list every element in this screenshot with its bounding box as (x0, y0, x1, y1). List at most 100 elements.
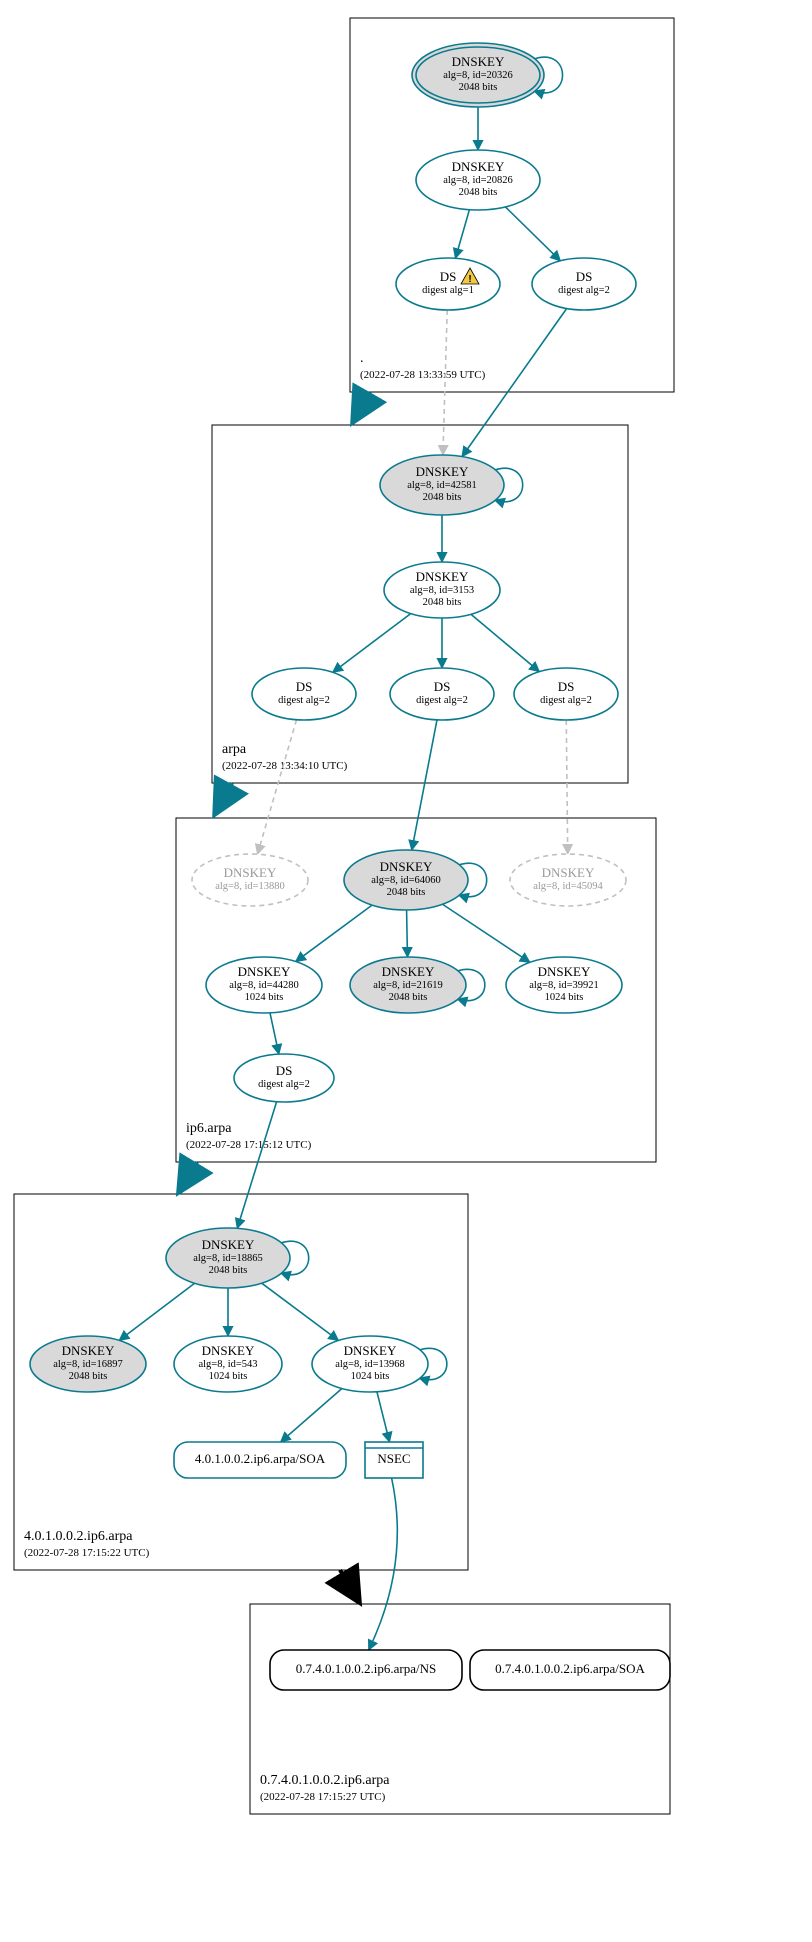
node-z4_dn_l: DNSKEYalg=8, id=168972048 bits (30, 1336, 146, 1392)
node-arpa_ds_r: DSdigest alg=2 (514, 668, 618, 720)
dnssec-diagram: . (2022-07-28 13:33:59 UTC) arpa (2022-07-2… (0, 0, 812, 1942)
edge (369, 1478, 398, 1650)
node-text: alg=8, id=16897 (53, 1359, 123, 1370)
node-root_ksk: DNSKEYalg=8, id=203262048 bits (412, 43, 544, 107)
node-text: 2048 bits (209, 1265, 248, 1276)
edge (443, 310, 447, 455)
node-text: DNSKEY (416, 569, 469, 584)
node-text: digest alg=2 (558, 285, 610, 296)
node-text: NSEC (377, 1451, 410, 1466)
node-text: DNSKEY (224, 865, 277, 880)
node-ip6_zsk_c: DNSKEYalg=8, id=216192048 bits (350, 957, 466, 1013)
node-text: 1024 bits (351, 1371, 390, 1382)
node-text: DS (558, 679, 575, 694)
node-z7_soa: 0.7.4.0.1.0.0.2.ip6.arpa/SOA (470, 1650, 670, 1690)
svg-text:!: ! (468, 274, 471, 285)
edge (455, 210, 469, 259)
node-text: digest alg=2 (416, 695, 468, 706)
node-ip6_ksk: DNSKEYalg=8, id=640602048 bits (344, 850, 468, 910)
node-text: DS (576, 269, 593, 284)
node-z4_dn_r: DNSKEYalg=8, id=139681024 bits (312, 1336, 428, 1392)
zone-label: arpa (222, 742, 247, 757)
node-text: alg=8, id=543 (198, 1359, 257, 1370)
node-text: DS (296, 679, 313, 694)
node-text: alg=8, id=18865 (193, 1253, 263, 1264)
node-text: DNSKEY (382, 964, 435, 979)
edge (257, 720, 296, 854)
node-text: DNSKEY (62, 1343, 115, 1358)
node-text: 2048 bits (459, 82, 498, 93)
node-text: digest alg=1 (422, 285, 474, 296)
node-root_ds1: DSdigest alg=1! (396, 258, 500, 310)
node-text: alg=8, id=64060 (371, 875, 441, 886)
node-z4_soa: 4.0.1.0.0.2.ip6.arpa/SOA (174, 1442, 346, 1478)
edge (471, 614, 539, 671)
node-text: DNSKEY (542, 865, 595, 880)
node-text: DS (276, 1063, 293, 1078)
node-z7_ns: 0.7.4.0.1.0.0.2.ip6.arpa/NS (270, 1650, 462, 1690)
node-arpa_zsk: DNSKEYalg=8, id=31532048 bits (384, 562, 500, 618)
node-text: DNSKEY (238, 964, 291, 979)
zone-timestamp: (2022-07-28 13:34:10 UTC) (222, 760, 348, 772)
node-text: alg=8, id=13968 (335, 1359, 405, 1370)
node-text: alg=8, id=42581 (407, 480, 477, 491)
node-text: DNSKEY (538, 964, 591, 979)
node-text: DNSKEY (416, 464, 469, 479)
node-text: 2048 bits (423, 597, 462, 608)
edge (442, 904, 529, 962)
zone-label: ip6.arpa (186, 1121, 232, 1136)
zone-timestamp: (2022-07-28 13:33:59 UTC) (360, 369, 486, 381)
node-text: 1024 bits (545, 992, 584, 1003)
zone-timestamp: (2022-07-28 17:15:12 UTC) (186, 1139, 312, 1151)
node-root_ds2: DSdigest alg=2 (532, 258, 636, 310)
edge (270, 1013, 279, 1054)
node-ip6_ghost_r: DNSKEYalg=8, id=45094 (510, 854, 626, 906)
node-text: 0.7.4.0.1.0.0.2.ip6.arpa/SOA (495, 1661, 645, 1676)
edge (412, 720, 437, 850)
node-ip6_zsk_r: DNSKEYalg=8, id=399211024 bits (506, 957, 622, 1013)
zone-arrow (180, 1162, 197, 1190)
zone-arrow (354, 392, 370, 420)
zone-timestamp: (2022-07-28 17:15:27 UTC) (260, 1791, 386, 1803)
edge (333, 614, 411, 673)
node-ip6_ds: DSdigest alg=2 (234, 1054, 334, 1102)
zone-arrow (216, 783, 232, 812)
node-text: 2048 bits (387, 887, 426, 898)
node-text: DS (440, 269, 457, 284)
node-root_zsk: DNSKEYalg=8, id=208262048 bits (416, 150, 540, 210)
node-text: 2048 bits (459, 187, 498, 198)
node-text: alg=8, id=13880 (215, 881, 285, 892)
node-text: digest alg=2 (258, 1079, 310, 1090)
node-text: 0.7.4.0.1.0.0.2.ip6.arpa/NS (296, 1661, 436, 1676)
node-text: DNSKEY (452, 159, 505, 174)
node-text: 2048 bits (389, 992, 428, 1003)
node-text: alg=8, id=39921 (529, 980, 599, 991)
zone-timestamp: (2022-07-28 17:15:22 UTC) (24, 1547, 150, 1559)
edge (462, 309, 567, 457)
node-text: DNSKEY (452, 54, 505, 69)
node-text: DNSKEY (344, 1343, 397, 1358)
node-text: DNSKEY (380, 859, 433, 874)
zone-label: 4.0.1.0.0.2.ip6.arpa (24, 1529, 133, 1544)
node-text: 2048 bits (423, 492, 462, 503)
node-arpa_ksk: DNSKEYalg=8, id=425812048 bits (380, 455, 504, 515)
edge (119, 1283, 194, 1340)
node-text: alg=8, id=44280 (229, 980, 299, 991)
node-ip6_ghost_l: DNSKEYalg=8, id=13880 (192, 854, 308, 906)
edge (281, 1389, 342, 1442)
zone-label: 0.7.4.0.1.0.0.2.ip6.arpa (260, 1773, 390, 1788)
edge (505, 207, 560, 261)
edge (377, 1392, 390, 1442)
zone-arrow (340, 1570, 358, 1600)
edge (566, 720, 567, 854)
node-text: digest alg=2 (278, 695, 330, 706)
node-ip6_zsk_l: DNSKEYalg=8, id=442801024 bits (206, 957, 322, 1013)
node-z4_nsec: NSEC (365, 1442, 423, 1478)
zone-label: . (360, 351, 364, 366)
node-text: alg=8, id=20326 (443, 70, 513, 81)
node-text: alg=8, id=45094 (533, 881, 603, 892)
node-text: alg=8, id=3153 (410, 585, 474, 596)
node-z4_ksk: DNSKEYalg=8, id=188652048 bits (166, 1228, 290, 1288)
node-z4_dn_c: DNSKEYalg=8, id=5431024 bits (174, 1336, 282, 1392)
node-text: 1024 bits (209, 1371, 248, 1382)
